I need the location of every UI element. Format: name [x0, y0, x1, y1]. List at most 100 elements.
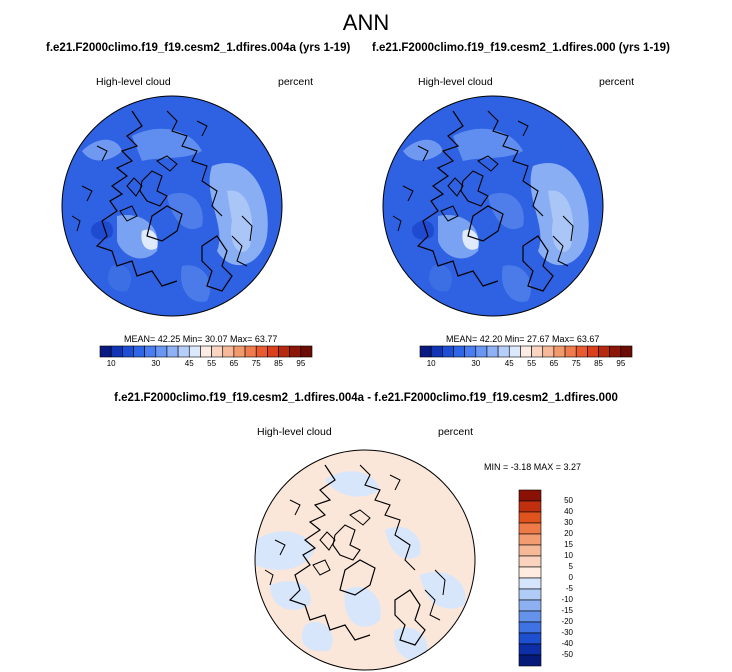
right-colorbar-tick-label: 85 [594, 359, 603, 368]
difference-polar-map [255, 450, 475, 670]
left-colorbar-box [278, 345, 290, 358]
right-colorbar-tick-label: 45 [504, 359, 514, 368]
left-colorbar-tick-label: 75 [251, 359, 261, 368]
difference-colorbar-tick-label: -40 [561, 639, 573, 648]
difference-colorbar-box [518, 599, 542, 612]
right-colorbar-box [419, 345, 432, 358]
diff-variable-label: High-level cloud [257, 426, 332, 438]
right-colorbar-box [464, 345, 477, 358]
left-colorbar-tick-label: 55 [207, 359, 217, 368]
difference-colorbar-box [518, 522, 542, 535]
difference-colorbar-tick-label: 30 [564, 518, 573, 527]
right-colorbar-tick-label: 65 [549, 359, 559, 368]
difference-colorbar-tick-label: 0 [568, 573, 573, 582]
difference-colorbar-tick-label: -5 [565, 584, 573, 593]
difference-colorbar-tick-label: -30 [561, 628, 573, 637]
diff-units-label: percent [438, 426, 474, 438]
right-colorbar-tick-label: 10 [426, 359, 436, 368]
right-colorbar-box [430, 345, 443, 358]
left-stats: MEAN= 42.25 Min= 30.07 Max= 63.77 [124, 334, 278, 344]
main-title: ANN [342, 10, 390, 35]
difference-colorbar-tick-label: 5 [568, 562, 573, 571]
right-variable-label: High-level cloud [418, 76, 493, 88]
left-colorbar-tick-label: 85 [274, 359, 283, 368]
right-colorbar-box [508, 345, 521, 358]
difference-colorbar-tick-label: -50 [561, 650, 573, 659]
left-colorbar-box [222, 345, 235, 358]
left-colorbar-tick-label: 45 [184, 359, 194, 368]
right-colorbar-tick-label: 95 [616, 359, 626, 368]
difference-colorbar-tick-label: -20 [561, 617, 573, 626]
difference-colorbar-tick-label: 15 [564, 540, 573, 549]
difference-colorbar-box [518, 500, 542, 513]
right-units-label: percent [599, 76, 635, 88]
difference-colorbar-box [518, 511, 542, 524]
difference-colorbar-box [518, 632, 542, 645]
right-colorbar-box [497, 345, 510, 358]
difference-colorbar-box [518, 588, 542, 601]
right-panel-case-title: f.e21.F2000climo.f19_f19.cesm2_1.dfires.… [372, 42, 670, 54]
left-colorbar-box [200, 345, 212, 358]
difference-colorbar-box [518, 577, 542, 590]
right-colorbar-box [587, 345, 599, 358]
difference-colorbar-tick-label: -10 [561, 595, 573, 604]
right-stats: MEAN= 42.20 Min= 27.67 Max= 63.67 [446, 334, 600, 344]
right-colorbar-box [453, 345, 465, 358]
left-colorbar-box [166, 345, 179, 358]
left-colorbar-box [244, 345, 257, 358]
right-polar-map [383, 96, 603, 316]
difference-colorbar-tick-label: 40 [564, 507, 573, 516]
left-colorbar-box [255, 345, 268, 358]
right-colorbar-box [520, 345, 532, 358]
right-colorbar-tick-label: 30 [471, 359, 481, 368]
left-map-border [61, 95, 283, 317]
right-colorbar-box [620, 345, 633, 358]
left-colorbar-box [233, 345, 246, 358]
right-colorbar-box [609, 345, 622, 358]
left-colorbar-tick-label: 10 [106, 359, 116, 368]
right-colorbar-tick-label: 75 [571, 359, 581, 368]
left-panel-case-title: f.e21.F2000climo.f19_f19.cesm2_1.dfires.… [46, 42, 351, 54]
left-colorbar-box [144, 345, 157, 358]
difference-colorbar-box [518, 533, 542, 546]
difference-title: f.e21.F2000climo.f19_f19.cesm2_1.dfires.… [114, 392, 618, 404]
right-colorbar-box [542, 345, 555, 358]
difference-colorbar-box [518, 643, 542, 656]
right-colorbar-box [598, 345, 610, 358]
right-colorbar-box [553, 345, 566, 358]
left-colorbar-box [177, 345, 190, 358]
right-colorbar-box [575, 345, 588, 358]
right-colorbar-tick-label: 55 [527, 359, 537, 368]
difference-colorbar-tick-label: 20 [564, 529, 573, 538]
right-map-border [382, 95, 604, 317]
left-polar-map [62, 96, 282, 316]
left-units-label: percent [278, 76, 314, 88]
left-colorbar-box [300, 345, 313, 358]
left-colorbar-box [133, 345, 145, 358]
left-colorbar-box [211, 345, 224, 358]
diff-stats: MIN = -3.18 MAX = 3.27 [484, 462, 582, 472]
difference-colorbar-box [518, 610, 542, 623]
right-colorbar-box [475, 345, 488, 358]
left-colorbar-tick-label: 65 [229, 359, 239, 368]
right-colorbar-box [564, 345, 577, 358]
left-colorbar-box [99, 345, 112, 358]
left-colorbar-box [110, 345, 123, 358]
right-colorbar-box [442, 345, 454, 358]
left-colorbar-box [267, 345, 279, 358]
difference-map-border [254, 449, 476, 671]
difference-colorbar-box [518, 654, 542, 667]
left-colorbar-box [155, 345, 168, 358]
right-colorbar-box [486, 345, 499, 358]
difference-colorbar-box [518, 621, 542, 634]
left-colorbar-box [122, 345, 134, 358]
right-colorbar-box [531, 345, 544, 358]
difference-colorbar-box [518, 544, 542, 557]
left-colorbar-box [289, 345, 302, 358]
left-colorbar-box [188, 345, 201, 358]
left-variable-label: High-level cloud [96, 76, 171, 88]
difference-colorbar-box [518, 555, 542, 568]
left-colorbar-tick-label: 95 [296, 359, 306, 368]
left-colorbar-tick-label: 30 [151, 359, 161, 368]
